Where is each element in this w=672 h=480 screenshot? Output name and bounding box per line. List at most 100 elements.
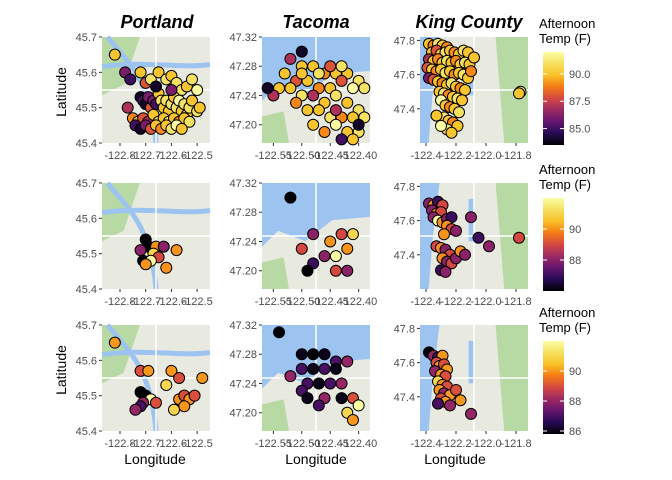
data-point: [465, 211, 477, 224]
data-point: [513, 231, 525, 244]
data-point: [175, 122, 188, 135]
y-tick-label: 47.20: [229, 266, 257, 278]
panel-king-county-row-1: 47.4 47.6 47.8 -122.4-122.2-122.0-121.8: [394, 35, 532, 162]
x-tick-label: -122.0: [470, 296, 501, 308]
data-point: [160, 261, 173, 274]
data-point: [284, 52, 297, 65]
y-tick-label: 47.24: [229, 236, 257, 248]
data-point: [295, 45, 308, 58]
x-tick-label: -122.8: [104, 150, 135, 162]
y-tick-label: 45.4: [76, 426, 97, 438]
data-point: [307, 348, 320, 361]
data-point: [352, 399, 365, 412]
x-tick-label: -121.8: [500, 150, 531, 162]
y-tick-label: 47.20: [229, 408, 257, 420]
data-point: [346, 228, 359, 241]
legend-colorbar: [543, 341, 564, 434]
x-axis-title-portland: Longitude: [124, 451, 186, 467]
data-point: [445, 126, 458, 139]
color-legend-row-1: Afternoon Temp (F) 85.0 87.5 90.0: [539, 16, 595, 145]
legend-colorbar: [543, 198, 564, 291]
y-tick-label: 47.4: [394, 250, 415, 262]
data-point: [307, 228, 320, 241]
data-point: [341, 242, 354, 255]
data-point: [329, 362, 342, 375]
color-legend-row-2: Afternoon Temp (F) 88 90: [539, 162, 595, 291]
data-point: [439, 265, 452, 278]
x-tick-label: -122.55: [255, 296, 292, 308]
x-tick-label: -122.40: [340, 438, 377, 450]
legend-tick-label: 88: [569, 255, 581, 267]
color-legend-row-3: Afternoon Temp (F) 86 88 90: [539, 305, 595, 438]
x-tick-label: -122.7: [130, 438, 161, 450]
data-point: [329, 104, 342, 117]
data-point: [295, 348, 308, 361]
panel-portland-row-1: 45.4 45.5 45.6 45.7 -122.8-122.7-122.6-122.5: [76, 32, 213, 162]
data-point: [329, 250, 342, 263]
data-point: [444, 399, 456, 412]
data-point: [329, 264, 342, 277]
y-tick-label: 47.6: [394, 358, 415, 370]
data-point: [178, 400, 191, 413]
data-point: [121, 101, 134, 114]
x-tick-label: -122.2: [440, 438, 471, 450]
x-tick-label: -122.4: [410, 296, 441, 308]
y-tick-label: 47.6: [394, 70, 415, 82]
x-tick-label: -122.2: [440, 296, 471, 308]
x-tick-label: -122.55: [255, 438, 292, 450]
x-tick-label: -122.50: [283, 150, 320, 162]
scatter-points: [421, 37, 527, 139]
y-tick-label: 45.7: [76, 320, 97, 332]
column-titles: Portland Tacoma King County: [120, 12, 523, 32]
y-tick-label: 47.32: [229, 320, 257, 332]
data-point: [295, 242, 308, 255]
data-point: [329, 89, 342, 102]
data-point: [346, 82, 359, 95]
data-point: [129, 403, 142, 416]
data-point: [183, 115, 196, 128]
data-point: [134, 244, 147, 257]
data-point: [335, 228, 348, 241]
legend-tick-label: 86: [569, 426, 581, 438]
data-point: [186, 94, 198, 107]
data-point: [160, 379, 173, 392]
legend-title: Afternoon Temp (F): [539, 305, 595, 335]
x-tick-label: -122.40: [340, 296, 377, 308]
panel-tacoma-row-2: 47.2047.2447.2847.32-122.55-122.50-122.4…: [229, 178, 377, 308]
x-tick-label: -122.5: [182, 296, 213, 308]
data-point: [318, 348, 331, 361]
x-axis-title-king-county: Longitude: [424, 451, 486, 467]
basemap-river: [105, 181, 159, 290]
x-tick-label: -122.0: [470, 150, 501, 162]
scatter-points: [423, 195, 525, 278]
data-point: [108, 336, 121, 349]
color-legends: Afternoon Temp (F)85.087.590.0 Afternoon Te…: [539, 16, 595, 438]
y-tick-label: 45.6: [76, 213, 97, 225]
x-tick-label: -122.45: [312, 296, 349, 308]
legend-tick-label: 88: [569, 396, 581, 408]
x-tick-label: -121.8: [500, 438, 531, 450]
data-point: [173, 372, 186, 384]
axis-titles: Longitude Longitude Longitude Latitude L…: [53, 67, 486, 467]
x-tick-label: -122.6: [156, 296, 187, 308]
panel-portland-row-3: 45.4 45.5 45.6 45.7 -122.8-122.7-122.6-122.5: [76, 320, 213, 450]
data-point: [513, 87, 525, 100]
y-tick-label: 47.28: [229, 349, 257, 361]
data-point: [454, 394, 467, 407]
legend-colorbar: [543, 52, 564, 145]
legend-tick-label: 90.0: [569, 69, 590, 81]
data-point: [358, 82, 371, 95]
data-point: [459, 248, 471, 261]
data-point: [307, 89, 320, 102]
data-point: [278, 67, 291, 80]
data-point: [346, 133, 359, 146]
y-tick-label: 45.5: [76, 103, 97, 115]
data-point: [193, 101, 206, 114]
scatter-points: [273, 326, 365, 427]
data-point: [191, 84, 204, 96]
legend-tick-label: 90: [569, 366, 581, 378]
data-point: [341, 96, 354, 109]
data-point: [465, 407, 477, 420]
data-point: [341, 355, 354, 368]
data-point: [335, 377, 348, 390]
